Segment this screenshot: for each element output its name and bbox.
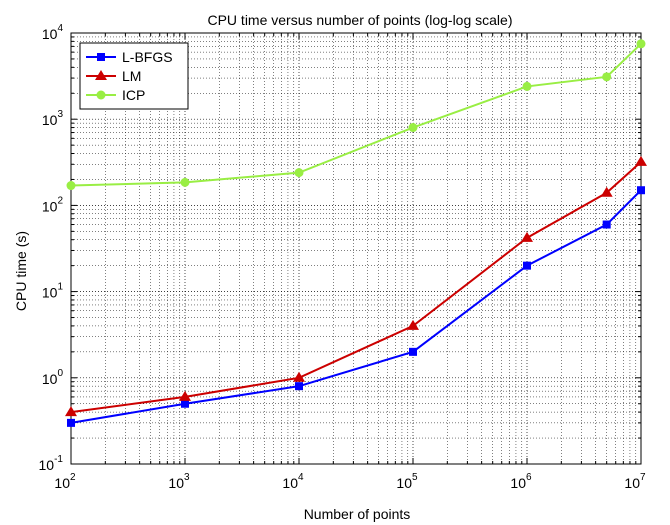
x-axis-label: Number of points xyxy=(304,506,411,522)
legend-label: LM xyxy=(122,68,141,84)
y-axis-label: CPU time (s) xyxy=(13,231,29,311)
data-point-lm xyxy=(521,231,533,242)
series-line-l-bfgs xyxy=(70,189,642,424)
chart-title: CPU time versus number of points (log-lo… xyxy=(207,12,512,28)
axis-ticks: 102 103 104 105 106 107 10-1 100 101 102 103 104 xyxy=(39,23,646,491)
legend-marker xyxy=(96,90,106,100)
x-tick-label: 105 xyxy=(396,472,418,491)
x-tick-label: 103 xyxy=(168,472,190,491)
data-point-icp xyxy=(636,39,646,49)
data-point-l-bfgs xyxy=(295,382,303,391)
data-point-l-bfgs xyxy=(181,399,189,408)
grid xyxy=(71,33,641,464)
x-tick-label: 106 xyxy=(510,472,532,491)
legend-item-lm: LM xyxy=(86,68,141,84)
legend-marker xyxy=(95,70,107,80)
data-point-l-bfgs xyxy=(67,418,75,427)
x-tick-label: 104 xyxy=(282,472,304,491)
y-tick-label: 10-1 xyxy=(39,454,64,473)
series-lm xyxy=(65,155,647,417)
series-l-bfgs xyxy=(67,186,645,427)
legend-item-l-bfgs: L-BFGS xyxy=(86,49,173,65)
data-point-icp xyxy=(180,177,190,187)
data-point-icp xyxy=(294,168,304,178)
x-tick-label: 102 xyxy=(54,472,76,491)
plot-frame xyxy=(70,32,642,465)
legend-label: L-BFGS xyxy=(122,49,173,65)
data-point-lm xyxy=(65,406,77,417)
y-tick-label: 101 xyxy=(42,282,64,301)
data-point-l-bfgs xyxy=(602,220,611,229)
data-point-lm xyxy=(407,319,419,330)
legend: L-BFGS LM ICP xyxy=(79,42,189,110)
data-point-lm xyxy=(600,186,613,197)
data-point-l-bfgs xyxy=(409,347,417,356)
data-point-icp xyxy=(602,72,612,82)
data-point-icp xyxy=(522,81,532,91)
data-point-icp xyxy=(66,181,76,191)
y-tick-label: 103 xyxy=(42,109,64,128)
data-point-icp xyxy=(408,123,418,133)
data-point-l-bfgs xyxy=(523,261,531,270)
legend-label: ICP xyxy=(122,87,145,103)
data-point-l-bfgs xyxy=(637,186,645,195)
series-icp xyxy=(66,39,646,191)
data-point-lm xyxy=(635,155,647,166)
y-tick-label: 104 xyxy=(42,23,64,42)
legend-marker xyxy=(97,53,105,61)
data-point-lm xyxy=(179,390,191,401)
series xyxy=(65,39,647,427)
x-tick-label: 107 xyxy=(624,472,646,491)
series-line-lm xyxy=(70,161,642,414)
legend-item-icp: ICP xyxy=(86,87,145,103)
y-tick-label: 102 xyxy=(42,195,64,214)
data-point-lm xyxy=(293,371,305,382)
y-tick-label: 100 xyxy=(42,368,64,387)
